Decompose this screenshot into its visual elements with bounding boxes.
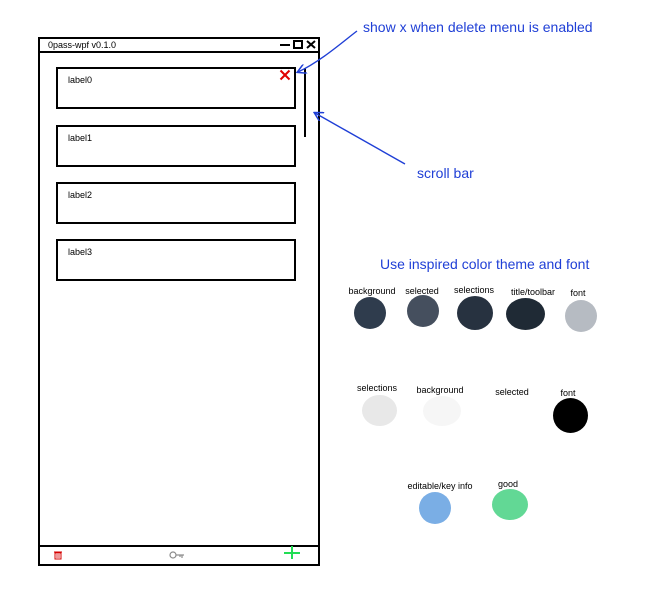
swatch-label: background (348, 286, 396, 296)
delete-note: show x when delete menu is enabled (363, 19, 593, 35)
swatch-label: selections (453, 285, 495, 295)
close-icon[interactable] (306, 40, 316, 49)
plus-icon[interactable] (283, 546, 301, 560)
swatch-label: background (416, 385, 464, 395)
scrollbar-note-arrow (315, 113, 406, 165)
window-title: 0pass-wpf v0.1.0 (48, 40, 117, 50)
color-swatch (407, 295, 439, 327)
list-item-label: label3 (68, 247, 93, 257)
color-swatch (419, 492, 451, 524)
scrollbar-note: scroll bar (417, 165, 474, 181)
title-bar: 0pass-wpf v0.1.0 (40, 39, 318, 53)
trash-icon[interactable] (53, 550, 63, 560)
swatch-label: title/toolbar (510, 287, 556, 297)
list-item[interactable]: label3 (56, 239, 296, 281)
key-icon[interactable] (169, 550, 185, 560)
delete-note-arrow (298, 30, 358, 72)
list-item[interactable]: label1 (56, 125, 296, 167)
color-swatch (423, 396, 461, 426)
minimize-icon[interactable] (280, 40, 290, 49)
swatch-label: font (560, 388, 576, 398)
color-swatch (553, 398, 588, 433)
swatch-label: selected (495, 387, 529, 397)
swatch-label: selections (356, 383, 398, 393)
color-swatch (457, 296, 493, 330)
list-item-label: label0 (68, 75, 93, 85)
swatch-label: font (570, 288, 586, 298)
scrollbar[interactable] (304, 68, 306, 137)
maximize-icon[interactable] (293, 40, 303, 49)
color-swatch (492, 489, 528, 520)
swatch-label: editable/key info (407, 481, 473, 491)
close-x-icon[interactable] (279, 69, 291, 81)
theme-note: Use inspired color theme and font (380, 256, 590, 272)
color-swatch (506, 298, 545, 330)
app-window-mockup: 0pass-wpf v0.1.0 label0 label1 label2 la… (38, 37, 320, 566)
list-item[interactable]: label0 (56, 67, 296, 109)
color-swatch (354, 297, 386, 329)
bottom-toolbar (40, 545, 318, 564)
color-swatch (495, 398, 529, 428)
list-item-label: label2 (68, 190, 93, 200)
color-swatch (362, 395, 397, 426)
list-item[interactable]: label2 (56, 182, 296, 224)
swatch-label: good (497, 479, 519, 489)
color-swatch (565, 300, 597, 332)
list-item-label: label1 (68, 133, 93, 143)
swatch-label: selected (405, 286, 439, 296)
